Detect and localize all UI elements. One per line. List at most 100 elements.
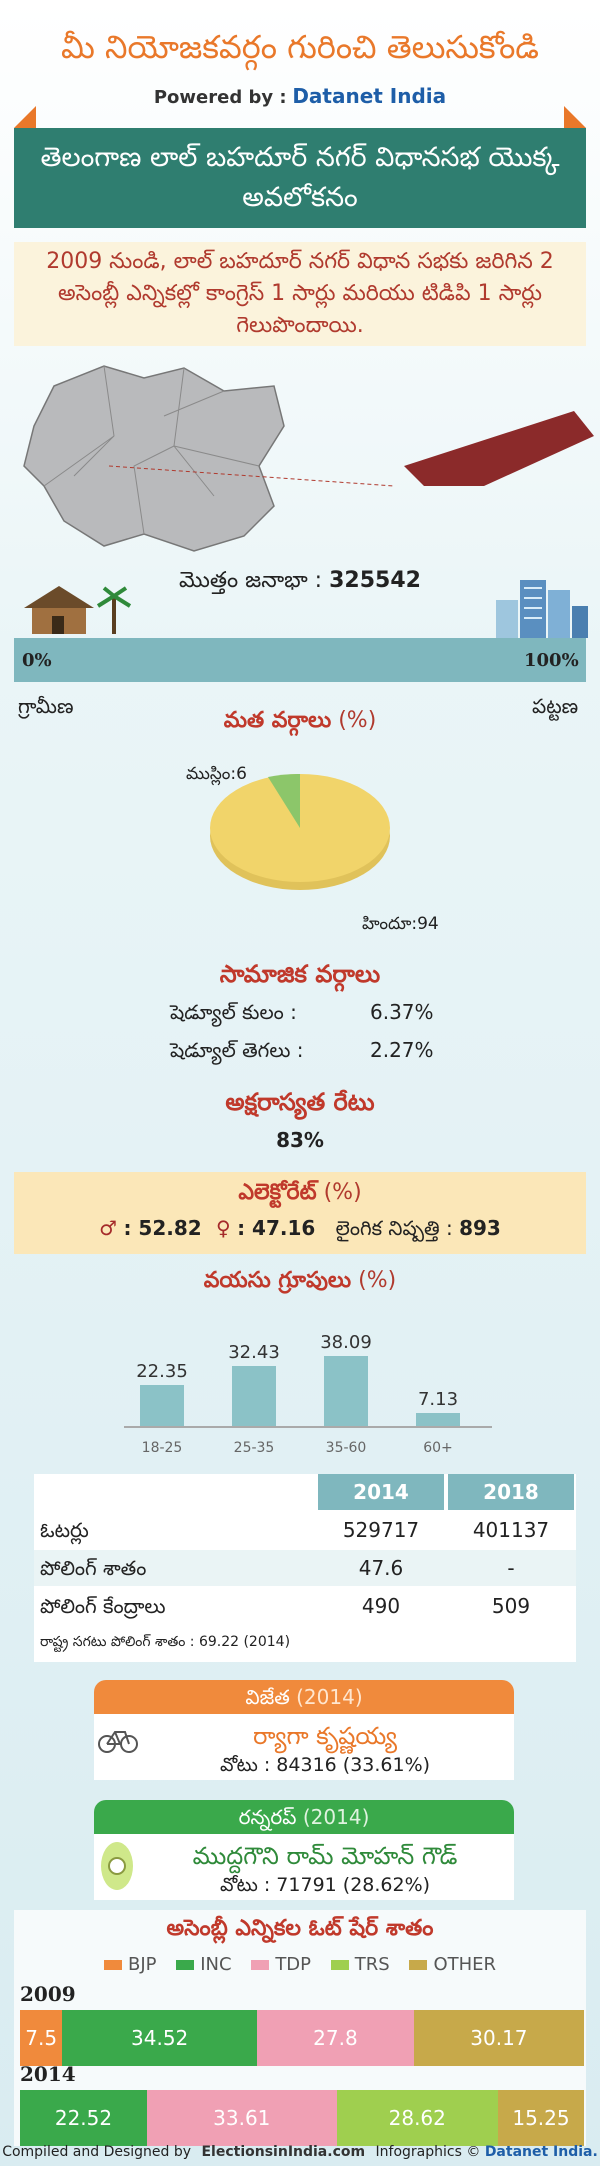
legend-other-swatch: [409, 1960, 428, 1970]
sex-ratio-value: 893: [459, 1216, 501, 1240]
female-icon: ♀: [216, 1216, 231, 1240]
religion-pie: [210, 773, 390, 890]
party-symbol-icon: [100, 1840, 134, 1896]
muslim-label: ముస్లిం:6: [186, 764, 247, 784]
legend-tdp: TDP: [275, 1954, 312, 1975]
vote-share-legend: BJP INC TDP TRS OTHER: [0, 1954, 600, 1975]
table-cell: 47.6: [358, 1556, 404, 1580]
footer-infographics: Infographics ©: [375, 2144, 481, 2160]
table-cell: 509: [491, 1594, 531, 1618]
summary-text: 2009 నుండి, లాల్ బహదూర్ నగర్ విధాన సభకు …: [46, 249, 554, 338]
age-bar-category: 35-60: [325, 1440, 367, 1456]
legend-inc-swatch: [176, 1960, 195, 1970]
vote-year-2009: 2009: [20, 1982, 76, 2006]
religion-unit: (%): [338, 708, 377, 733]
footer-brand[interactable]: Datanet India.: [484, 2144, 598, 2160]
age-bar: [324, 1355, 368, 1426]
male-icon: ♂: [99, 1216, 118, 1240]
sex-ratio-label: లైంగిక నిష్పత్తి :: [335, 1216, 453, 1240]
state-outline: [23, 365, 285, 552]
table-cell: 490: [361, 1594, 401, 1618]
bicycle-icon: [98, 1726, 138, 1758]
electorate-box: [14, 1172, 586, 1254]
table-row-2-bg: [34, 1550, 576, 1586]
legend-bjp-swatch: [103, 1960, 122, 1970]
rural-label: గ్రామీణ: [18, 694, 74, 718]
pie-slice-muslim: [268, 773, 300, 828]
table-header-2014: 2014: [353, 1480, 409, 1504]
vote-share-segment-trs: 28.62: [336, 2090, 498, 2146]
pointer-line: [108, 465, 395, 487]
legend-bjp: BJP: [127, 1954, 157, 1975]
electorate-heading: ఎలెక్టోరేట్ (%): [0, 1180, 600, 1210]
brand-link[interactable]: Datanet India: [292, 84, 447, 108]
rural-percent: 0%: [22, 650, 52, 671]
vote-share-segment-other: 15.25: [497, 2090, 584, 2146]
male-percent: : 52.82: [123, 1216, 202, 1240]
table-row-1-bg: [34, 1512, 576, 1548]
table-cell: 529717: [342, 1518, 420, 1542]
population-line: మొత్తం జనాభా : 325542: [0, 568, 600, 598]
social-title: సామాజిక వర్గాలు: [219, 960, 381, 988]
age-bar: [140, 1384, 184, 1426]
table-row-label: పోలింగ్ కేంద్రాలు: [40, 1594, 166, 1618]
winner-votes: వోటు : 84316 (33.61%): [219, 1754, 431, 1776]
footer-compiled: Compiled and Designed by: [2, 2144, 192, 2160]
age-bar-chart: 22.35 18-25 32.43 25-35 38.09 35-60 7.13 60+: [120, 1320, 500, 1456]
footer: Compiled and Designed by ElectionsinIndi…: [0, 2144, 600, 2166]
runnerup-card: [94, 1834, 514, 1900]
age-bar: [416, 1412, 460, 1426]
age-bar-value: 22.35: [136, 1360, 188, 1382]
city-buildings-icon: [496, 580, 588, 638]
vote-share-bar-2014: 22.52 33.61 28.62 15.25: [20, 2090, 584, 2146]
electorate-title: ఎలెక్టోరేట్: [238, 1180, 317, 1205]
legend-other: OTHER: [433, 1954, 497, 1975]
village-hut-icon: [24, 586, 132, 634]
age-bar-category: 18-25: [141, 1440, 183, 1456]
table-cell: -: [507, 1556, 515, 1580]
table-header-2018: 2018: [483, 1480, 539, 1504]
winner-header: విజేత (2014): [94, 1680, 514, 1714]
age-title: వయసు గ్రూపులు: [203, 1268, 352, 1293]
runnerup-name: ముద్దగౌని రామ్ మోహన్ గౌడ్: [192, 1842, 458, 1870]
literacy-title: అక్షరాస్యత రేటు: [225, 1088, 375, 1116]
vote-share-segment-tdp: 33.61: [147, 2090, 337, 2146]
district-lines: [43, 365, 260, 535]
winner-year: (2014): [296, 1685, 363, 1709]
age-bar-value: 7.13: [417, 1388, 459, 1410]
page-title: మీ నియోజకవర్గం గురించి తెలుసుకోండి: [60, 28, 539, 66]
st-label: షెడ్యూల్ తెగలు :: [170, 1038, 304, 1062]
legend-trs: TRS: [354, 1954, 390, 1975]
runnerup-title: రన్నరప్: [238, 1805, 297, 1829]
footer-site[interactable]: ElectionsinIndia.com: [201, 2144, 366, 2160]
vote-share-segment-inc: 34.52: [62, 2010, 257, 2066]
table-cell: 401137: [472, 1518, 550, 1542]
religion-heading: మత వర్గాలు (%): [0, 708, 600, 738]
constituency-shape: [404, 411, 594, 486]
electorate-unit: (%): [323, 1180, 362, 1205]
st-value: 2.27%: [370, 1038, 434, 1062]
runnerup-header: రన్నరప్ (2014): [94, 1800, 514, 1834]
hindu-label: హిందూ:94: [362, 914, 439, 934]
banner: తెలంగాణ లాల్ బహదూర్ నగర్ విధానసభ యొక్క అ…: [14, 128, 586, 228]
vote-share-bar-2009: 7.5 34.52 27.8 30.17: [20, 2010, 584, 2066]
population-label: మొత్తం జనాభా :: [179, 568, 323, 593]
urban-label: పట్టణ: [532, 694, 579, 718]
table-row-label: పోలింగ్ శాతం: [40, 1556, 147, 1580]
table-row-label: ఓటర్లు: [40, 1518, 89, 1542]
urban-percent: 100%: [524, 650, 579, 671]
vote-share-segment-tdp: 27.8: [257, 2010, 414, 2066]
age-heading: వయసు గ్రూపులు (%): [0, 1268, 600, 1298]
table-note: రాష్ట్ర సగటు పోలింగ్ శాతం : 69.22 (2014): [40, 1634, 291, 1650]
powered-by: Powered by : Datanet India: [0, 84, 600, 108]
telangana-map: [23, 365, 594, 552]
runnerup-votes: వోటు : 71791 (28.62%): [219, 1874, 431, 1896]
banner-left-fold: [14, 106, 36, 128]
age-chart-axis: [124, 1426, 492, 1428]
female-percent: : 47.16: [237, 1216, 316, 1240]
winner-title: విజేత: [245, 1685, 290, 1709]
age-bar-category: 60+: [423, 1440, 453, 1456]
vote-share-title: అసెంబ్లీ ఎన్నికల ఓట్ షేర్ శాతం: [166, 1916, 434, 1941]
vote-share-segment-other: 30.17: [413, 2010, 584, 2066]
